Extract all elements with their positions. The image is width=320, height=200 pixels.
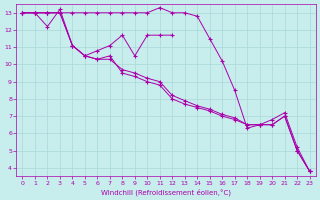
X-axis label: Windchill (Refroidissement éolien,°C): Windchill (Refroidissement éolien,°C): [101, 188, 231, 196]
